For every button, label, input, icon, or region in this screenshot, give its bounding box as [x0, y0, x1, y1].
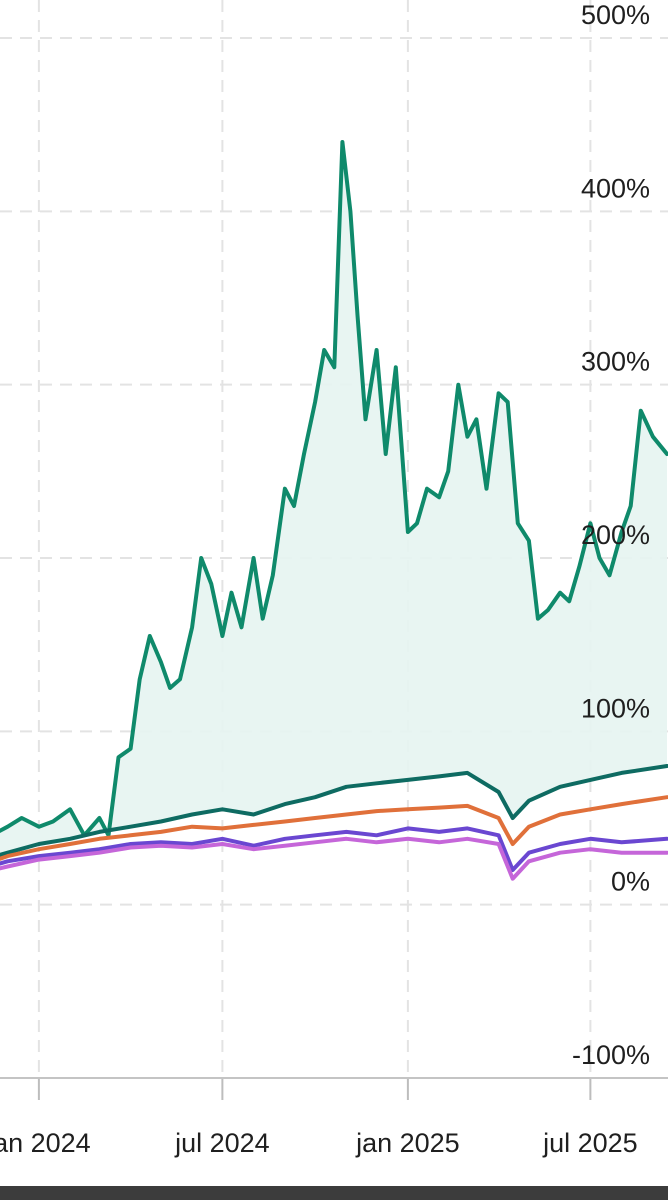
tick-label-layer: 500% 400% 300% 200% 100% 0% -100% jan 2024 jul 2…: [0, 0, 650, 1158]
y-tick-label: -100%: [572, 1040, 650, 1070]
x-tick-label: jul 2025: [542, 1128, 638, 1158]
x-tick-label: jan 2024: [0, 1128, 91, 1158]
y-tick-label: 200%: [581, 520, 650, 550]
x-tick-label: jul 2024: [174, 1128, 270, 1158]
y-tick-label: 500%: [581, 0, 650, 30]
series-line-1: [0, 140, 668, 838]
series-line-4: [0, 826, 668, 872]
area-fill-layer: [0, 142, 667, 855]
axis-layer: [0, 1077, 668, 1100]
series-line-5: [0, 836, 668, 881]
y-tick-label: 0%: [611, 867, 650, 897]
series-area-fill: [0, 142, 667, 855]
y-tick-label: 400%: [581, 173, 650, 203]
x-tick-label: jan 2025: [355, 1128, 460, 1158]
y-tick-label: 100%: [581, 693, 650, 723]
series-line-3: [0, 795, 668, 861]
y-tick-label: 300%: [581, 347, 650, 377]
grid-layer: [0, 0, 668, 1078]
series-line-2: [0, 764, 668, 857]
series-layer: [0, 140, 668, 881]
bottom-bar: [0, 1186, 668, 1200]
